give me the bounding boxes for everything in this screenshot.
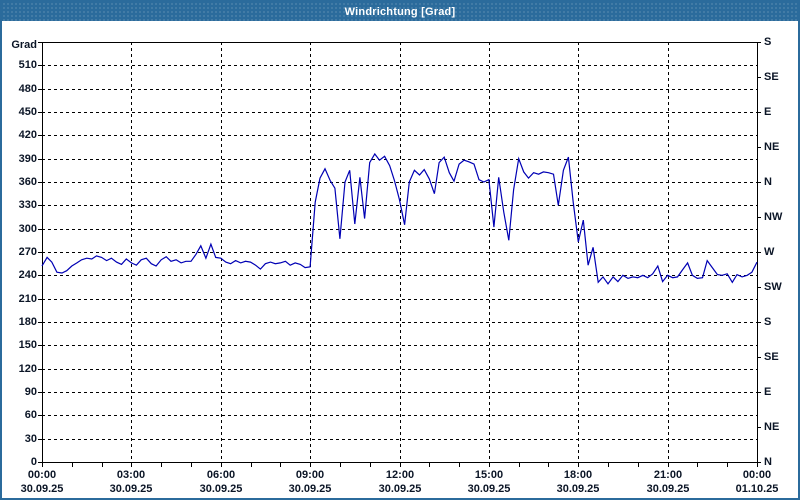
x-axis-time-label: 00:00 xyxy=(27,469,57,481)
chart-area: Grad 0 30 60 90 120 150 180 210 240 270 300 330 360 3… xyxy=(2,21,798,498)
wind-direction-line xyxy=(41,152,758,285)
right-axis-compass-label: E xyxy=(764,386,772,398)
x-axis-time-label: 18:00 xyxy=(563,469,593,481)
x-axis-time-label: 03:00 xyxy=(116,469,146,481)
x-axis-date-label: 30.09.25 xyxy=(556,483,600,495)
right-axis-compass-label: SW xyxy=(764,281,782,293)
y-axis-tick-label: 360 xyxy=(18,176,37,188)
y-axis-tick-label: 300 xyxy=(18,223,37,235)
right-axis-compass-label: S xyxy=(764,36,772,48)
x-axis-date-label: 30.09.25 xyxy=(199,483,243,495)
y-axis-tick-label: 510 xyxy=(18,59,37,71)
right-axis-compass-label: S xyxy=(764,316,772,328)
chart-plot[interactable] xyxy=(2,21,798,498)
x-axis-date-label: 30.09.25 xyxy=(109,483,153,495)
x-axis-date-label: 30.09.25 xyxy=(467,483,511,495)
right-axis-compass-label: NE xyxy=(764,421,780,433)
y-axis-tick-label: 60 xyxy=(24,409,37,421)
right-axis-compass-label: N xyxy=(764,456,772,468)
x-axis-date-label: 30.09.25 xyxy=(378,483,422,495)
y-axis-tick-label: 120 xyxy=(18,363,37,375)
y-axis-unit-label: Grad xyxy=(11,39,37,51)
right-axis-compass-label: NW xyxy=(764,211,783,223)
right-axis-compass-label: N xyxy=(764,176,772,188)
y-axis-tick-label: 390 xyxy=(18,153,37,165)
right-axis-compass-label: SE xyxy=(764,351,779,363)
y-axis-tick-label: 210 xyxy=(18,293,37,305)
y-axis-tick-label: 420 xyxy=(18,129,37,141)
y-axis-tick-label: 150 xyxy=(18,339,37,351)
x-axis-time-label: 09:00 xyxy=(295,469,325,481)
right-axis-compass-label: E xyxy=(764,106,772,118)
y-axis-tick-label: 480 xyxy=(18,83,37,95)
x-axis-date-label: 01.10.25 xyxy=(735,483,779,495)
x-axis-time-label: 12:00 xyxy=(385,469,415,481)
x-axis-time-label: 21:00 xyxy=(653,469,683,481)
y-axis-tick-label: 240 xyxy=(18,269,37,281)
x-axis-time-label: 06:00 xyxy=(206,469,236,481)
y-axis-tick-label: 30 xyxy=(24,433,37,445)
right-axis-compass-label: W xyxy=(764,246,775,258)
y-axis-tick-label: 90 xyxy=(24,386,37,398)
right-axis-compass-label: NE xyxy=(764,141,780,153)
x-axis-date-label: 30.09.25 xyxy=(288,483,332,495)
x-axis-time-label: 00:00 xyxy=(742,469,772,481)
right-axis-compass-label: SE xyxy=(764,71,779,83)
y-axis-tick-label: 0 xyxy=(30,456,37,468)
x-axis-date-label: 30.09.25 xyxy=(20,483,64,495)
y-axis-tick-label: 330 xyxy=(18,199,37,211)
y-axis-tick-label: 450 xyxy=(18,106,37,118)
window-title: Windrichtung [Grad] xyxy=(344,5,456,18)
x-axis-time-label: 15:00 xyxy=(474,469,504,481)
y-axis-tick-label: 270 xyxy=(18,246,37,258)
window-title-bar: Windrichtung [Grad] xyxy=(2,2,798,21)
x-axis-date-label: 30.09.25 xyxy=(646,483,690,495)
y-axis-tick-label: 180 xyxy=(18,316,37,328)
